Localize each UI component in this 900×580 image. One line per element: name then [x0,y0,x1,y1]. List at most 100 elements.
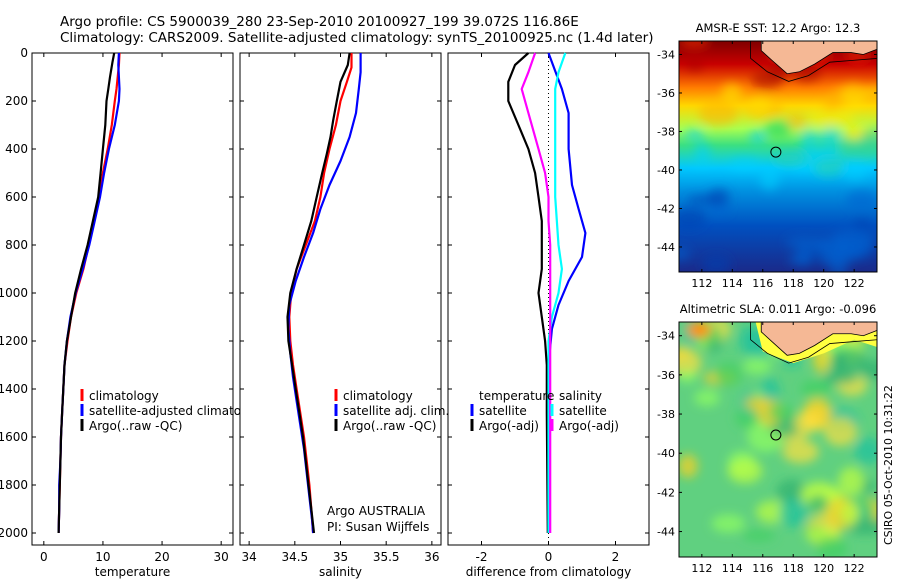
x-tick-label: 35.5 [373,550,400,564]
series-line [547,52,567,533]
y-tick-label: 0 [20,46,28,60]
sst-blob [859,127,877,150]
x-tick-label: 112 [691,277,712,290]
sst-blob [685,60,704,72]
x-axis-label: temperature [95,565,170,579]
x-tick-label: 20 [154,550,169,564]
sla-blob [743,357,772,375]
y-tick-label: 1600 [0,430,28,444]
legend-label: Argo(..raw -QC) [343,419,436,433]
sla-blob [694,389,720,407]
sla-blob [776,479,807,504]
map-panel-2: -34 -36 -38 -40 -42 -44 112 114 116 118 120 122 Alti… [657,302,878,575]
sla-blob [714,362,744,387]
argo-location-marker [770,146,782,158]
y-tick-label: -34 [657,48,675,61]
sla-blob [800,379,832,399]
y-tick-label: -42 [657,486,675,499]
sst-blob [708,188,730,206]
x-tick-label: 36 [424,550,439,564]
x-tick-label: 34.5 [281,550,308,564]
shelf-contour [750,41,877,82]
y-tick-label: -40 [657,164,675,177]
y-tick-label: -38 [657,408,675,421]
map-panel-1: -34 -36 -38 -40 -42 -44 112 114 116 118 120 122 AMSR… [657,21,878,290]
figure-title-line2: Climatology: CARS2009. Satellite-adjuste… [60,30,654,46]
sst-blob [809,147,842,161]
x-tick-label: 118 [783,277,804,290]
sst-blob [800,128,819,152]
plot-frame [239,52,442,546]
legend-label: climatology [89,389,159,403]
x-tick-label: 122 [844,562,865,575]
x-tick-label: 2 [612,550,620,564]
y-tick-label: 1200 [0,334,28,348]
sla-blob [778,498,808,528]
sla-blob [822,371,858,385]
x-tick-label: 30 [214,550,229,564]
y-tick-label: -38 [657,125,675,138]
sla-blob [679,349,702,377]
annotation-argo-australia: Argo AUSTRALIA [327,504,426,518]
sst-blob [721,82,743,102]
profile-panel-1: 0 200 400 600 800 1000 1200 1400 1600 1800 2000 0 10… [0,46,267,579]
sst-blob [764,120,792,139]
sla-blob [755,500,788,524]
y-tick-label: 600 [5,190,28,204]
sst-blob [841,83,867,108]
sla-blob [854,436,877,465]
sla-blob [838,466,865,497]
x-tick-label: 116 [752,277,773,290]
figure-title-line1: Argo profile: CS 5900039_280 23-Sep-2010… [60,14,579,30]
sla-blob [832,347,868,373]
sst-blob [679,247,691,261]
sst-blob [729,156,761,171]
legend-label: satellite [479,404,527,418]
sst-blob [684,129,705,141]
x-tick-label: 114 [722,562,743,575]
y-tick-label: -44 [657,526,675,539]
sla-blob [768,403,795,421]
sst-blob [707,201,731,215]
y-tick-label: -34 [657,330,675,343]
sla-blob [816,536,848,557]
legend-label: Argo(..raw -QC) [89,419,182,433]
sst-blob [821,97,838,112]
x-tick-label: 10 [95,550,110,564]
legend-label: satellite [559,404,607,418]
y-tick-label: -40 [657,447,675,460]
sst-blob [788,253,810,266]
legend-label: satellite adj. clim. [343,404,449,418]
y-tick-label: 2000 [0,526,28,540]
sst-blob [846,190,877,210]
sst-texture [679,41,877,272]
x-tick-label: 112 [691,562,712,575]
series-line [547,52,587,533]
legend-label: salinity [559,389,602,403]
sla-blob [742,529,776,542]
sst-blob [748,130,767,145]
plot-frame [31,52,234,546]
sla-blob [807,494,829,512]
series-line [57,52,116,534]
sst-blob [807,110,842,127]
y-tick-label: 200 [5,94,28,108]
sla-blob [840,501,860,525]
sla-blob [686,322,711,338]
y-tick-label: 1800 [0,478,28,492]
map-title: AMSR-E SST: 12.2 Argo: 12.3 [696,21,861,35]
sla-blob [679,454,698,478]
land [760,322,877,356]
sst-blob [698,100,739,126]
sla-blob [782,439,819,464]
sst-blob [812,156,845,177]
sst-blob [679,208,706,230]
sla-blob [793,413,821,434]
y-tick-label: 800 [5,238,28,252]
x-tick-label: 116 [752,562,773,575]
y-tick-label: -42 [657,202,675,215]
sst-blob [785,235,824,250]
x-tick-label: 114 [722,277,743,290]
x-tick-label: 118 [783,562,804,575]
sla-blob [738,325,761,356]
